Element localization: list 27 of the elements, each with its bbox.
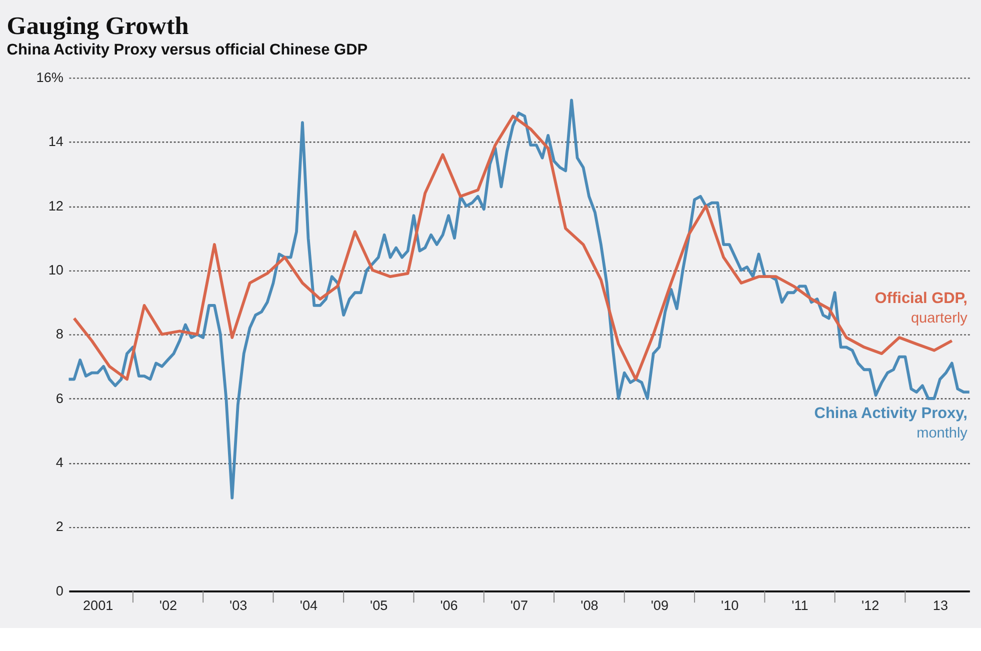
y-tick-label: 16% xyxy=(36,70,64,86)
y-tick-label: 0 xyxy=(56,583,64,598)
x-tick-label: '03 xyxy=(230,598,248,613)
x-tick-label: '05 xyxy=(370,598,388,613)
x-tick-label: '04 xyxy=(300,598,318,613)
y-tick-label: 10 xyxy=(48,262,64,278)
y-tick-label: 12 xyxy=(48,198,64,214)
x-tick-label: '06 xyxy=(440,598,458,613)
y-tick-label: 2 xyxy=(56,519,64,534)
x-tick-label: 13 xyxy=(932,598,948,613)
series-label: Official GDP, quarterly xyxy=(874,290,968,326)
y-tick-label: 14 xyxy=(48,134,64,150)
x-tick-label: 2001 xyxy=(83,598,114,613)
y-tick-label: 8 xyxy=(56,326,64,342)
x-tick-label: '11 xyxy=(792,598,808,613)
y-tick-label: 6 xyxy=(56,390,64,406)
chart-title: Gauging Growth xyxy=(6,13,189,40)
series-label: China Activity Proxy, monthly xyxy=(814,405,968,442)
x-tick-label: '09 xyxy=(650,598,668,613)
x-tick-label: '10 xyxy=(720,598,739,613)
chart-subtitle: China Activity Proxy versus official Chinese GDP xyxy=(6,41,368,58)
x-tick-label: '12 xyxy=(861,598,880,613)
x-tick-label: '08 xyxy=(580,598,598,613)
x-tick-label: '07 xyxy=(510,598,528,613)
line-series xyxy=(67,98,971,500)
y-tick-label: 4 xyxy=(56,455,64,470)
x-tick-label: '02 xyxy=(159,598,178,613)
